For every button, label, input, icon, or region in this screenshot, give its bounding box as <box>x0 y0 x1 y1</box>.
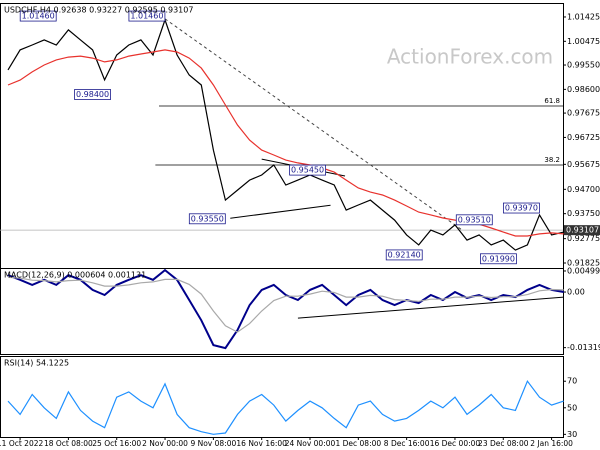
price-label: 0.93970 <box>505 204 538 213</box>
price-label-box <box>188 213 226 225</box>
fib-label: 61.8 <box>544 97 560 105</box>
x-tick-label: 18 Oct 08:00 <box>44 439 93 448</box>
y-tick-label: 0.97675 <box>567 109 600 118</box>
price-label-box <box>128 10 166 22</box>
y-tick-label: -0.013193 <box>567 343 600 352</box>
y-tick-label: 0.93750 <box>567 209 600 218</box>
panel-frame <box>0 268 564 355</box>
trendline <box>164 18 463 231</box>
price-label: 0.93510 <box>458 215 491 224</box>
price-label-box <box>502 202 540 214</box>
last-price-box <box>564 225 600 236</box>
x-tick-label: 2 Nov 00:00 <box>142 439 188 448</box>
x-tick-label: 8 Dec 16:00 <box>384 439 430 448</box>
x-tick-label: 1 Dec 08:00 <box>335 439 381 448</box>
price-label-box <box>74 89 111 100</box>
panel-frame <box>0 356 564 438</box>
y-tick-label: 0.99550 <box>567 61 600 70</box>
x-tick-label: 2 Jan 16:00 <box>530 439 573 448</box>
y-tick-label: 0.96725 <box>567 133 600 142</box>
last-price-label: 0.93107 <box>566 226 599 235</box>
price-label: 1.01460 <box>130 12 163 21</box>
panel-title: USDCHF,H4 0.92638 0.93227 0.92595 0.9310… <box>4 6 193 15</box>
y-tick-label: 0.94700 <box>567 185 600 194</box>
price-label-box <box>289 164 326 176</box>
price-label-box <box>19 10 57 22</box>
y-tick-label: 1.01425 <box>567 12 600 21</box>
price-label-box <box>385 249 423 261</box>
series-line <box>7 379 564 435</box>
panel-title: RSI(14) 54.1225 <box>4 359 69 368</box>
x-tick-label: 16 Nov 16:00 <box>236 439 287 448</box>
price-label-box <box>480 253 517 265</box>
y-tick-label: 30 <box>567 430 577 439</box>
y-tick-label: 0.91825 <box>567 259 600 268</box>
fib-label: 38.2 <box>544 156 560 164</box>
trendline <box>230 204 331 219</box>
y-tick-label: 1.00475 <box>567 37 600 46</box>
x-tick-label: 9 Nov 08:00 <box>190 439 236 448</box>
panel-title: MACD(12,26,9) 0.000604 0.001131 <box>4 271 146 280</box>
y-tick-label: 70 <box>567 377 577 386</box>
price-label: 0.92140 <box>388 250 421 259</box>
y-tick-label: 50 <box>567 403 577 412</box>
price-label: 0.98400 <box>76 90 109 99</box>
x-tick-label: 25 Oct 16:00 <box>92 439 141 448</box>
x-tick-label: 16 Dec 00:00 <box>430 439 481 448</box>
x-tick-label: 23 Dec 08:00 <box>478 439 529 448</box>
watermark: ActionForex.com <box>387 45 553 69</box>
y-tick-label: 0.92775 <box>567 234 600 243</box>
y-tick-label: 0.98600 <box>567 85 600 94</box>
price-label: 1.01460 <box>22 12 55 21</box>
x-tick-label: 24 Nov 00:00 <box>285 439 336 448</box>
y-tick-label: 0.004993 <box>567 266 600 275</box>
trendline <box>297 296 564 319</box>
y-tick-label: 0.00 <box>567 288 585 297</box>
price-label-box <box>455 214 493 226</box>
price-label: 0.93550 <box>191 214 224 223</box>
price-label: 0.95450 <box>291 166 324 175</box>
price-label: 0.91990 <box>482 254 515 263</box>
y-tick-label: 0.95675 <box>567 160 600 169</box>
series-line <box>7 18 564 251</box>
x-tick-label: 11 Oct 2022 <box>0 439 43 448</box>
series-line <box>7 276 564 333</box>
